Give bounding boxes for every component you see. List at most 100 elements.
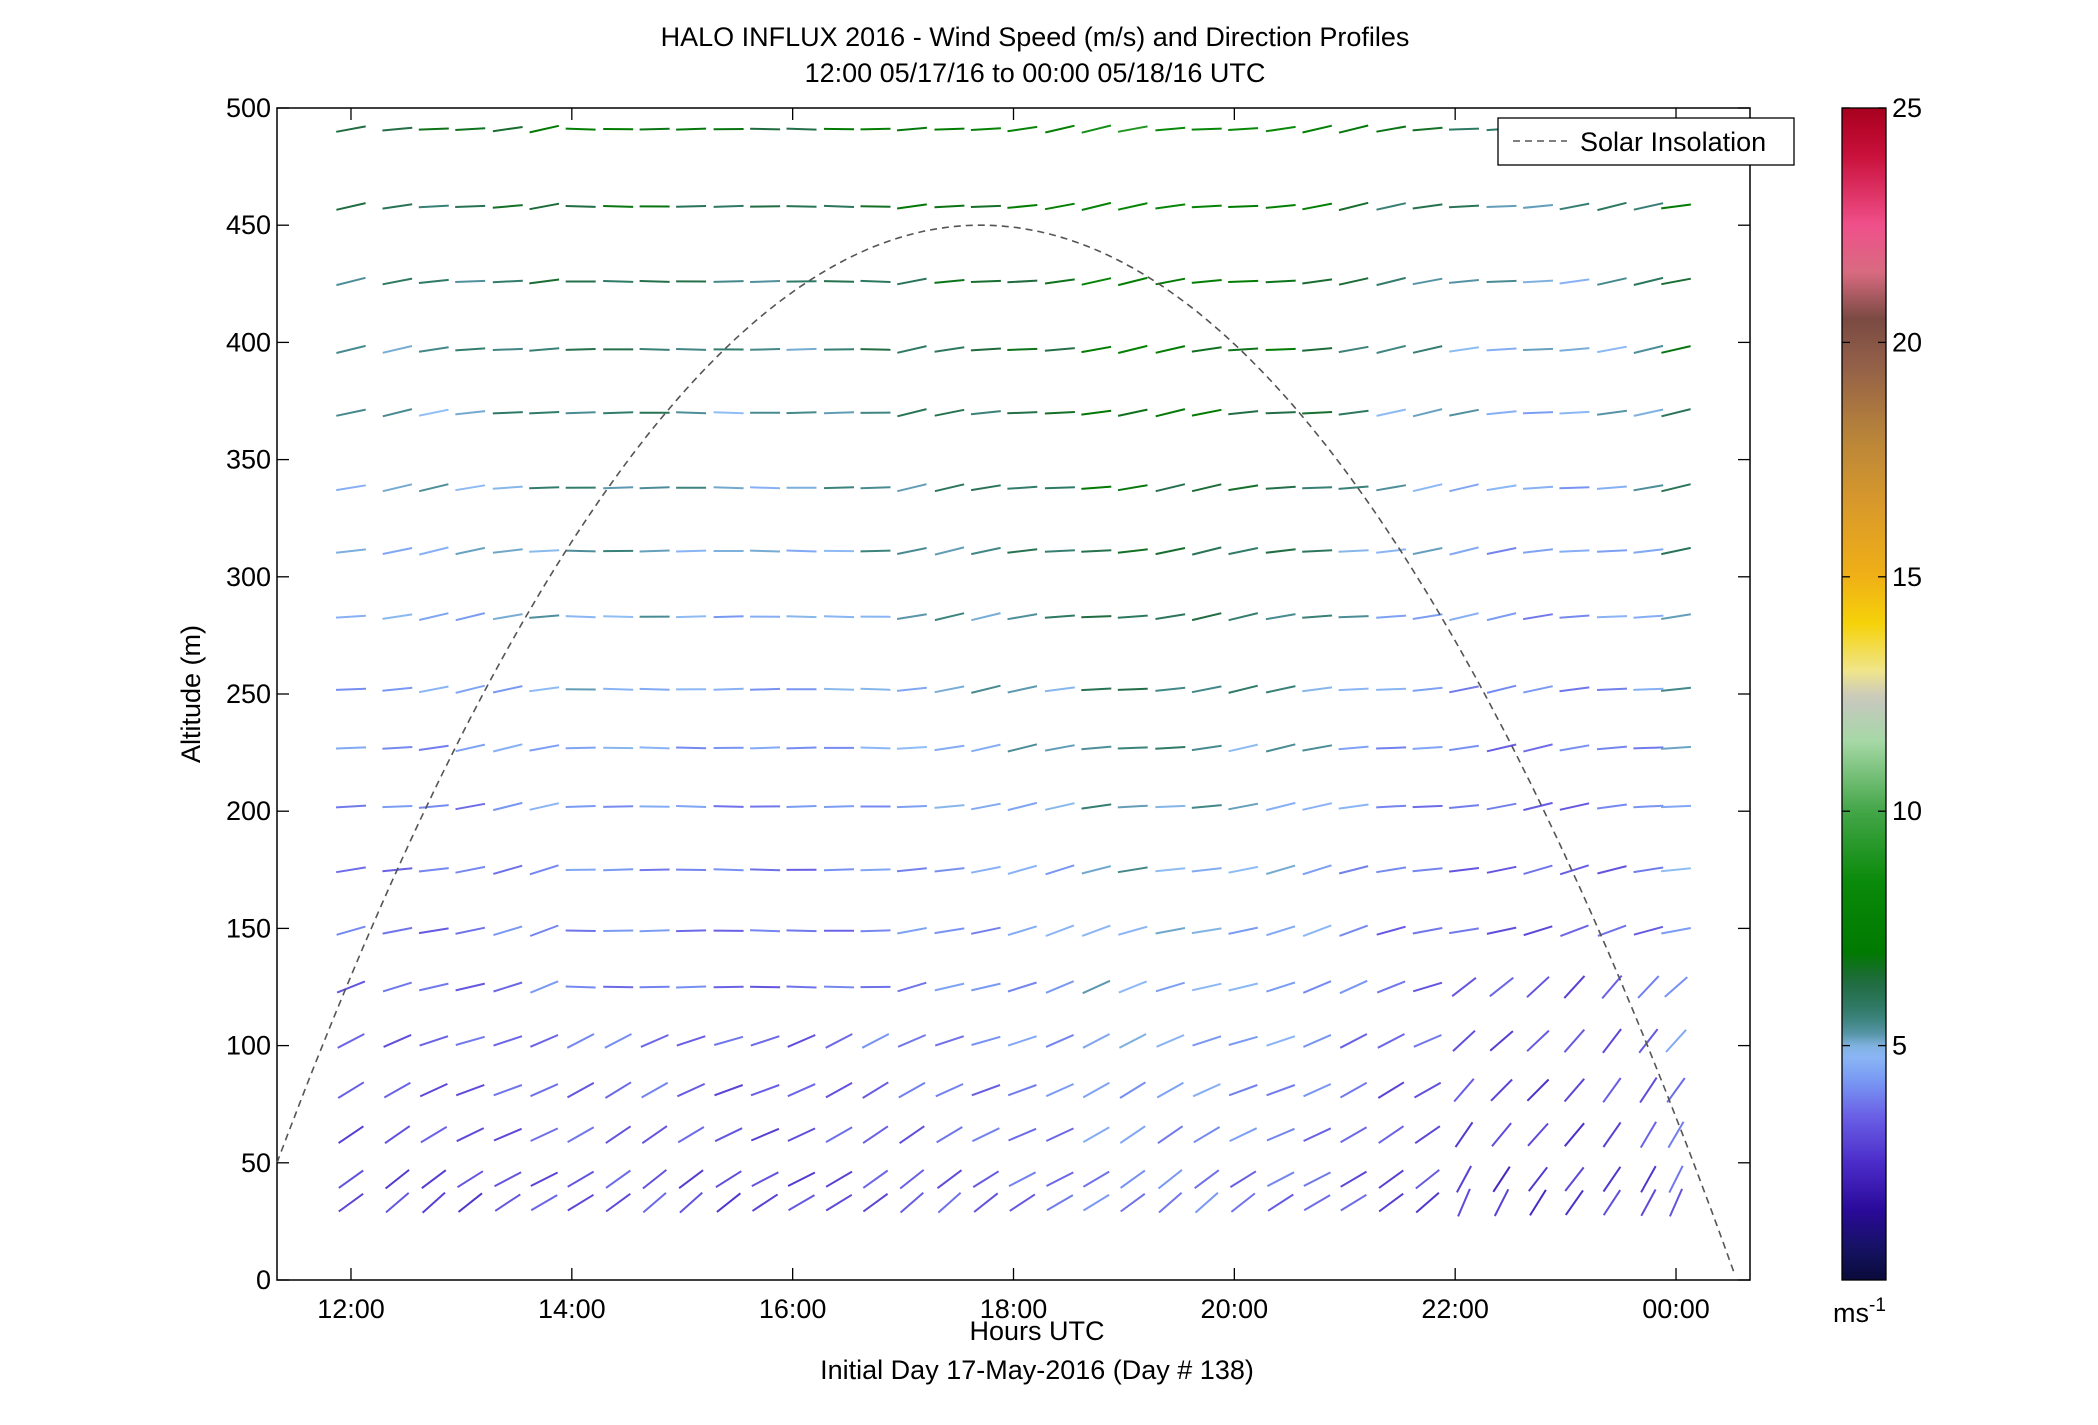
wind-vector	[897, 483, 927, 493]
wind-vector	[418, 546, 449, 556]
wind-vector	[1265, 204, 1296, 209]
wind-vector	[971, 684, 1001, 694]
wind-vector	[860, 746, 891, 750]
wind-vector	[823, 280, 855, 283]
wind-vector	[1633, 804, 1664, 809]
wind-vector	[1338, 687, 1369, 692]
wind-vector	[823, 687, 855, 691]
wind-vector	[676, 1082, 706, 1098]
wind-vector	[1339, 979, 1368, 995]
colorbar	[1841, 107, 1887, 1281]
wind-vector	[716, 1192, 742, 1213]
wind-vector	[605, 1169, 631, 1189]
wind-vector	[750, 1127, 780, 1142]
wind-vector	[1602, 1189, 1622, 1216]
wind-vector	[1082, 1170, 1110, 1188]
wind-vector	[1155, 804, 1186, 809]
wind-vector	[1376, 804, 1407, 809]
wind-vector	[1191, 346, 1222, 353]
wind-vector	[1633, 202, 1664, 211]
wind-vector	[1639, 1121, 1657, 1149]
wind-vector	[1302, 124, 1333, 134]
wind-vector	[382, 277, 413, 286]
wind-vector	[418, 867, 449, 873]
wind-vector	[1523, 685, 1553, 694]
wind-vector	[492, 801, 523, 812]
wind-vector	[970, 484, 1001, 492]
wind-vector	[494, 1171, 522, 1188]
wind-vector	[1412, 483, 1443, 493]
wind-vector	[1191, 804, 1222, 809]
wind-vector	[383, 1033, 412, 1048]
wind-vector	[455, 743, 486, 753]
wind-vector	[750, 549, 781, 553]
wind-vector	[1340, 1081, 1368, 1099]
wind-vector	[382, 345, 413, 354]
colorbar-unit-exponent: -1	[1869, 1295, 1886, 1316]
wind-vector	[1413, 1034, 1442, 1048]
wind-vector	[1661, 345, 1691, 354]
wind-vector	[934, 685, 965, 694]
wind-vector	[1486, 612, 1517, 622]
wind-vector	[823, 615, 855, 619]
wind-vector	[934, 279, 965, 284]
wind-vector	[1082, 1126, 1110, 1143]
wind-vector	[455, 865, 486, 874]
wind-vector	[1597, 345, 1627, 354]
wind-vector	[1120, 1192, 1146, 1213]
wind-vector	[934, 867, 965, 873]
wind-vector	[1228, 743, 1259, 753]
wind-vector	[1117, 125, 1148, 133]
wind-vector	[1449, 744, 1479, 752]
wind-vector	[639, 486, 670, 490]
wind-vector	[1457, 1188, 1471, 1217]
wind-vector	[1454, 1121, 1474, 1148]
wind-vector	[382, 613, 413, 620]
wind-vector	[787, 1171, 816, 1187]
wind-vector	[1338, 549, 1369, 553]
wind-vector	[934, 408, 965, 417]
wind-vector	[492, 613, 523, 621]
wind-vector	[336, 925, 366, 936]
wind-vector	[1633, 408, 1664, 417]
wind-vector	[642, 1169, 668, 1190]
wind-vector	[1449, 685, 1479, 694]
wind-vector	[750, 687, 781, 691]
wind-vector	[786, 347, 817, 351]
wind-vector	[1559, 410, 1590, 415]
wind-vector	[787, 1034, 816, 1048]
wind-vector	[1045, 124, 1075, 134]
wind-vector	[1044, 411, 1075, 415]
wind-vector	[1490, 1078, 1513, 1102]
wind-vector	[1081, 745, 1112, 751]
wind-vector	[603, 868, 634, 872]
wind-vector	[896, 805, 927, 809]
wind-vector	[897, 277, 927, 286]
wind-vector	[1563, 975, 1586, 999]
wind-vector	[1155, 547, 1186, 556]
wind-vector	[1228, 347, 1259, 352]
wind-vector	[1486, 802, 1517, 811]
wind-vector	[603, 205, 634, 208]
plot-area	[276, 107, 1751, 1281]
wind-vector	[335, 687, 367, 691]
wind-vector	[1267, 1193, 1294, 1212]
wind-vector	[1412, 804, 1443, 809]
wind-vector	[1081, 485, 1112, 490]
wind-vector	[338, 1169, 364, 1189]
wind-vector	[825, 1033, 853, 1049]
wind-vector	[1044, 744, 1075, 752]
wind-vector	[603, 615, 634, 618]
wind-vector	[970, 546, 1001, 556]
wind-vector	[1081, 615, 1112, 619]
wind-vector	[455, 926, 486, 935]
wind-vector	[1303, 1083, 1332, 1098]
wind-vector	[418, 927, 449, 935]
wind-vector	[1339, 1033, 1368, 1049]
wind-vector	[750, 868, 781, 872]
wind-vector	[455, 982, 486, 992]
wind-vector	[1007, 801, 1038, 812]
wind-vector	[418, 346, 449, 353]
wind-vector	[1007, 743, 1038, 753]
wind-vector	[1007, 613, 1038, 621]
